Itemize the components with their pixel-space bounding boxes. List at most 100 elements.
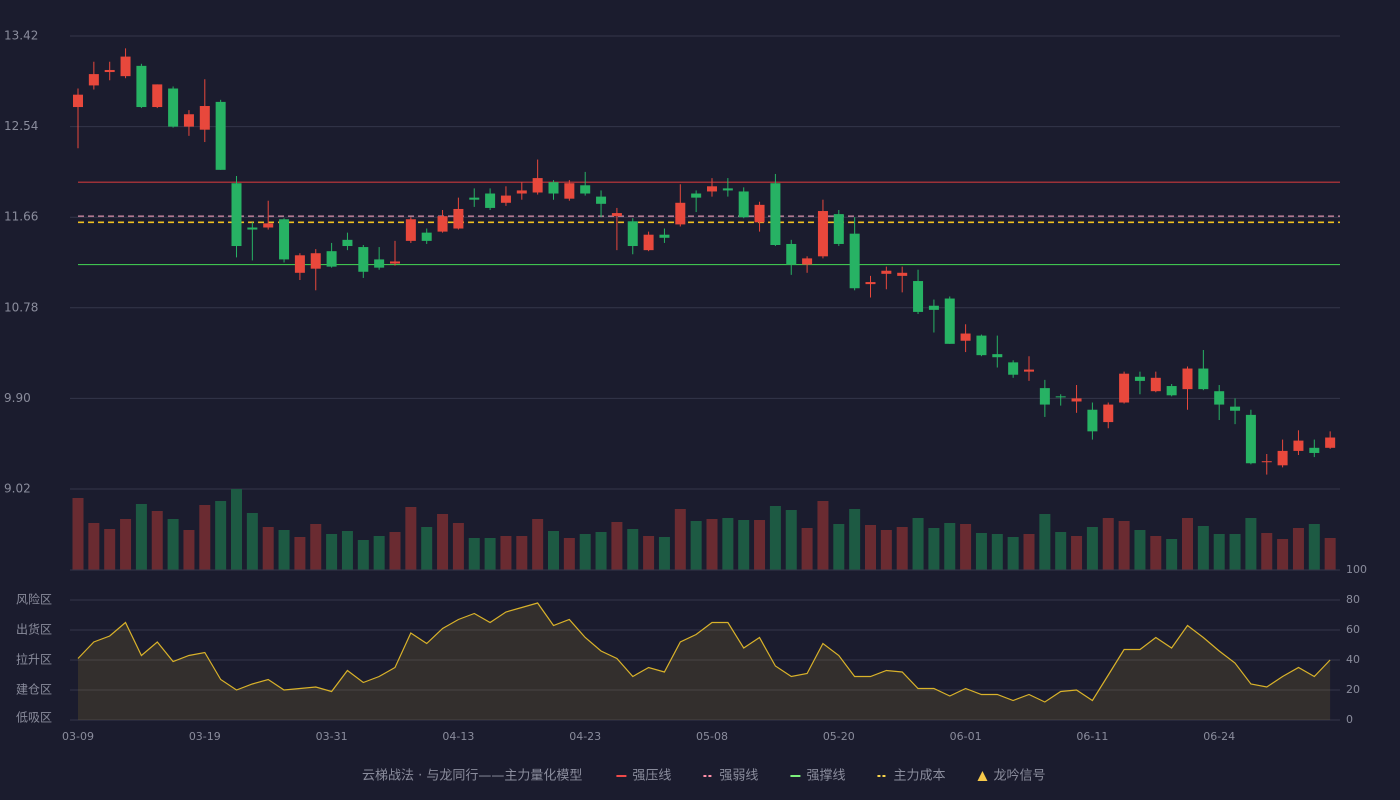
volume-bar [88, 523, 100, 570]
zone-label: 建仓区 [16, 683, 52, 697]
zone-label: 拉升区 [16, 652, 52, 667]
volume-bar [484, 538, 496, 570]
volume-bar [579, 534, 591, 570]
candle-body [1293, 440, 1304, 451]
candle-body [1166, 386, 1177, 396]
volume-bar [658, 537, 670, 570]
indicator-area [78, 603, 1331, 720]
candle-body [104, 69, 115, 73]
volume-bar [754, 520, 766, 570]
volume-bar [991, 534, 1003, 570]
legend-swatch [977, 771, 988, 781]
volume-bar [849, 509, 861, 570]
y2-tick-label: 20 [1346, 683, 1360, 696]
candle-body [1245, 414, 1256, 464]
volume-bar [326, 534, 338, 570]
volume-bar [912, 518, 924, 570]
candle-body [754, 204, 765, 223]
candle-body [865, 282, 876, 285]
x-tick-label: 06-01 [950, 730, 982, 743]
candle-body [1024, 369, 1034, 372]
candle-body [611, 213, 622, 217]
volume-bar [1213, 534, 1225, 570]
volume-bar [183, 530, 195, 570]
volume-bar [500, 536, 512, 570]
volume-bar [1134, 530, 1146, 570]
volume-bar [437, 514, 449, 570]
volume-bar [1150, 536, 1162, 570]
volume-bar [246, 513, 258, 570]
zone-label: 低吸区 [16, 711, 52, 725]
candle-body [405, 219, 416, 241]
x-tick-label: 06-24 [1203, 730, 1235, 743]
candle-body [976, 335, 987, 356]
volume-bar [1277, 539, 1289, 570]
volume-bar [405, 507, 417, 570]
volume-bar [1308, 524, 1320, 570]
volume-bar [1007, 537, 1019, 570]
x-tick-label: 05-08 [696, 730, 728, 743]
legend-label: 龙吟信号 [993, 768, 1045, 784]
volume-bar [341, 531, 353, 570]
volume-bar [865, 525, 876, 570]
volume-bar [215, 501, 227, 570]
volume-bar [1086, 527, 1098, 570]
x-tick-label: 03-31 [316, 730, 348, 743]
candle-body [516, 190, 527, 194]
candle-body [168, 88, 179, 127]
volume-bar [1324, 538, 1336, 570]
volume-bar [944, 523, 956, 570]
candle-body [485, 193, 496, 208]
candle-body [1214, 391, 1225, 405]
candle-body [548, 182, 559, 194]
volume-bar [120, 519, 132, 570]
candle-body [532, 178, 543, 193]
volume-bar [1229, 534, 1241, 570]
volume-bar [1197, 526, 1209, 570]
volume-bar [880, 530, 892, 570]
volume-bar [452, 523, 464, 570]
volume-bar [722, 518, 734, 570]
volume-bar [928, 528, 940, 570]
candle-body [928, 305, 939, 310]
candle-body [897, 272, 908, 276]
candle-body [1103, 404, 1114, 423]
candle-body [1309, 447, 1320, 453]
legend-label: 强弱线 [719, 769, 758, 784]
volume-bar [896, 527, 908, 570]
candle-body [1150, 377, 1161, 392]
volume-bar [389, 532, 401, 570]
volume-bar [72, 498, 84, 570]
candle-body [1039, 388, 1050, 405]
volume-bar [975, 533, 987, 570]
candle-body [881, 270, 892, 274]
zone-label: 出货区 [16, 622, 52, 637]
candle-body [183, 114, 194, 127]
candle-body [247, 227, 258, 230]
candle-body [960, 333, 971, 341]
candle-body [469, 197, 480, 200]
candle-body [913, 281, 924, 312]
volume-bar [294, 537, 306, 570]
candle-body [326, 251, 337, 267]
candle-body [944, 298, 955, 344]
x-tick-label: 03-09 [62, 730, 94, 743]
legend-label: 强压线 [632, 769, 671, 784]
candle-body [1119, 373, 1130, 403]
candle-body [88, 74, 99, 86]
volume-bar [151, 511, 163, 570]
volume-bar [104, 529, 116, 570]
volume-bar [1261, 533, 1273, 570]
y-tick-label: 12.54 [4, 119, 38, 133]
volume-bar [801, 528, 813, 570]
candle-body [596, 196, 607, 204]
candle-body [1071, 398, 1082, 402]
volume-bar [960, 524, 972, 570]
volume-bar [278, 530, 290, 570]
candle-body [722, 188, 733, 191]
candle-body [1277, 450, 1288, 466]
indicator-line [77, 602, 1331, 703]
volume-bar [199, 505, 211, 570]
